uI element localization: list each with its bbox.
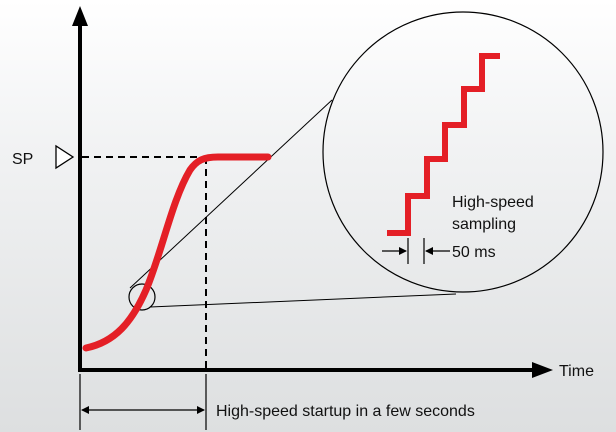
y-axis-arrowhead [72,6,88,26]
zoom-line-lower [149,293,457,308]
zoom-circle [322,11,604,293]
zoom-label-line1: High-speed [452,194,534,211]
sp-label: SP [12,151,33,168]
sample-interval-label: 50 ms [452,244,496,261]
setpoint-marker-icon [55,144,75,170]
time-axis-label: Time [559,363,594,380]
startup-duration-label: High-speed startup in a few seconds [216,403,475,420]
sampling-staircase [387,53,500,236]
response-curve [82,153,272,352]
zoom-label-line2: sampling [452,216,516,233]
zoom-line-upper [129,99,333,289]
zoom-source-circle [128,283,156,311]
x-axis-arrowhead [532,362,553,378]
